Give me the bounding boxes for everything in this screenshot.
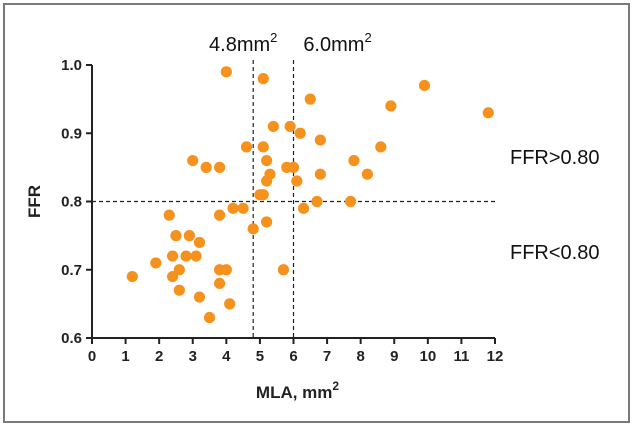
- data-point: [277, 264, 290, 276]
- x-tick-label: 8: [356, 348, 364, 365]
- data-point: [287, 161, 300, 173]
- data-point: [220, 66, 232, 78]
- ref-line-label-4-8-superscript: 2: [270, 30, 277, 45]
- data-point: [247, 223, 259, 235]
- data-point: [261, 154, 273, 167]
- data-point: [227, 202, 239, 214]
- data-point: [173, 284, 185, 296]
- data-point: [193, 291, 206, 303]
- data-point: [348, 154, 360, 167]
- data-point: [180, 250, 192, 262]
- data-point: [482, 107, 494, 119]
- data-point: [190, 250, 202, 262]
- y-tick-label: 0.9: [61, 125, 82, 142]
- x-tick-label: 11: [453, 348, 469, 365]
- data-point: [385, 100, 397, 112]
- data-point: [170, 230, 182, 242]
- data-point: [214, 161, 226, 173]
- data-point: [200, 161, 212, 173]
- data-point: [173, 264, 185, 276]
- data-point: [294, 127, 306, 139]
- data-point: [304, 93, 316, 105]
- y-ticks: 0.6 0.7 0.8 0.9 1.0: [61, 57, 92, 347]
- data-point: [237, 202, 249, 214]
- data-point: [297, 202, 310, 214]
- x-ticks: 0 1 2 3 4 5 6 7 8 9 10 11 12: [88, 338, 504, 365]
- data-point: [314, 134, 326, 146]
- x-tick-label: 9: [390, 348, 398, 365]
- data-point: [311, 195, 323, 208]
- x-tick-label: 0: [88, 348, 96, 365]
- data-point: [375, 141, 387, 153]
- x-tick-label: 4: [222, 348, 231, 365]
- x-axis-label-superscript: 2: [332, 379, 339, 393]
- data-point: [183, 230, 195, 242]
- data-point: [167, 250, 179, 262]
- data-point: [257, 73, 269, 85]
- data-point: [126, 270, 138, 283]
- data-point: [257, 141, 269, 153]
- x-tick-label: 2: [155, 348, 163, 365]
- x-axis-label: MLA, mm2: [256, 379, 340, 402]
- x-tick-label: 7: [323, 348, 331, 365]
- y-tick-label: 0.8: [61, 194, 82, 211]
- data-point: [167, 270, 179, 283]
- data-point: [214, 277, 226, 289]
- data-point: [361, 168, 373, 180]
- data-point: [203, 311, 216, 324]
- data-point: [257, 189, 269, 201]
- data-point: [314, 168, 326, 180]
- data-point: [261, 216, 273, 228]
- data-point: [220, 264, 232, 276]
- x-tick-label: 3: [189, 348, 197, 365]
- data-points: [126, 66, 494, 324]
- x-tick-label: 1: [121, 348, 129, 365]
- data-point: [264, 168, 276, 180]
- data-point: [224, 298, 236, 310]
- y-tick-label: 0.6: [61, 330, 82, 347]
- y-tick-label: 1.0: [61, 57, 82, 74]
- data-point: [214, 209, 226, 221]
- reference-lines: [92, 60, 495, 338]
- x-axis-label-text: MLA, mm: [256, 383, 333, 402]
- ref-line-label-6-0-superscript: 2: [364, 30, 371, 45]
- x-tick-label: 6: [289, 348, 297, 365]
- data-point: [240, 141, 253, 153]
- data-point: [163, 209, 175, 221]
- data-point: [344, 195, 357, 208]
- ref-line-label-6-0: 6.0mm2: [303, 30, 371, 56]
- data-point: [193, 236, 206, 249]
- x-tick-label: 5: [256, 348, 264, 365]
- data-point: [150, 257, 162, 269]
- annotation-ffr-below: FFR<0.80: [510, 242, 599, 264]
- annotation-ffr-above: FFR>0.80: [510, 147, 599, 169]
- data-point: [291, 175, 303, 187]
- data-point: [284, 120, 296, 133]
- ref-line-label-4-8: 4.8mm2: [209, 30, 277, 56]
- ref-line-label-6-0-text: 6.0mm: [303, 34, 364, 56]
- x-tick-label: 12: [487, 348, 504, 365]
- data-point: [267, 120, 279, 133]
- figure-frame: [3, 3, 630, 423]
- data-point: [187, 154, 199, 167]
- data-point: [418, 79, 431, 92]
- y-axis-label: FFR: [25, 185, 44, 218]
- x-tick-label: 10: [419, 348, 436, 365]
- y-tick-label: 0.7: [61, 262, 82, 279]
- ref-line-label-4-8-text: 4.8mm: [209, 34, 270, 56]
